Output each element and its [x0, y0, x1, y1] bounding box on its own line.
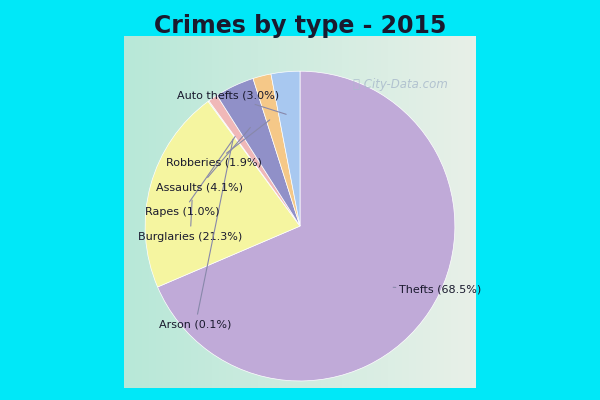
Wedge shape [217, 78, 300, 226]
Wedge shape [271, 71, 300, 226]
Wedge shape [253, 74, 300, 226]
Text: Assaults (4.1%): Assaults (4.1%) [155, 128, 250, 192]
Wedge shape [158, 71, 455, 381]
Text: Thefts (68.5%): Thefts (68.5%) [393, 284, 481, 294]
Wedge shape [145, 102, 300, 287]
Text: Arson (0.1%): Arson (0.1%) [159, 139, 233, 330]
Text: Rapes (1.0%): Rapes (1.0%) [145, 136, 235, 217]
Text: Burglaries (21.3%): Burglaries (21.3%) [138, 200, 242, 242]
Wedge shape [209, 95, 300, 226]
Text: Robberies (1.9%): Robberies (1.9%) [166, 120, 270, 168]
Text: ⓘ City-Data.com: ⓘ City-Data.com [353, 78, 448, 91]
Text: Auto thefts (3.0%): Auto thefts (3.0%) [177, 91, 286, 114]
Text: Crimes by type - 2015: Crimes by type - 2015 [154, 14, 446, 38]
Wedge shape [208, 101, 300, 226]
